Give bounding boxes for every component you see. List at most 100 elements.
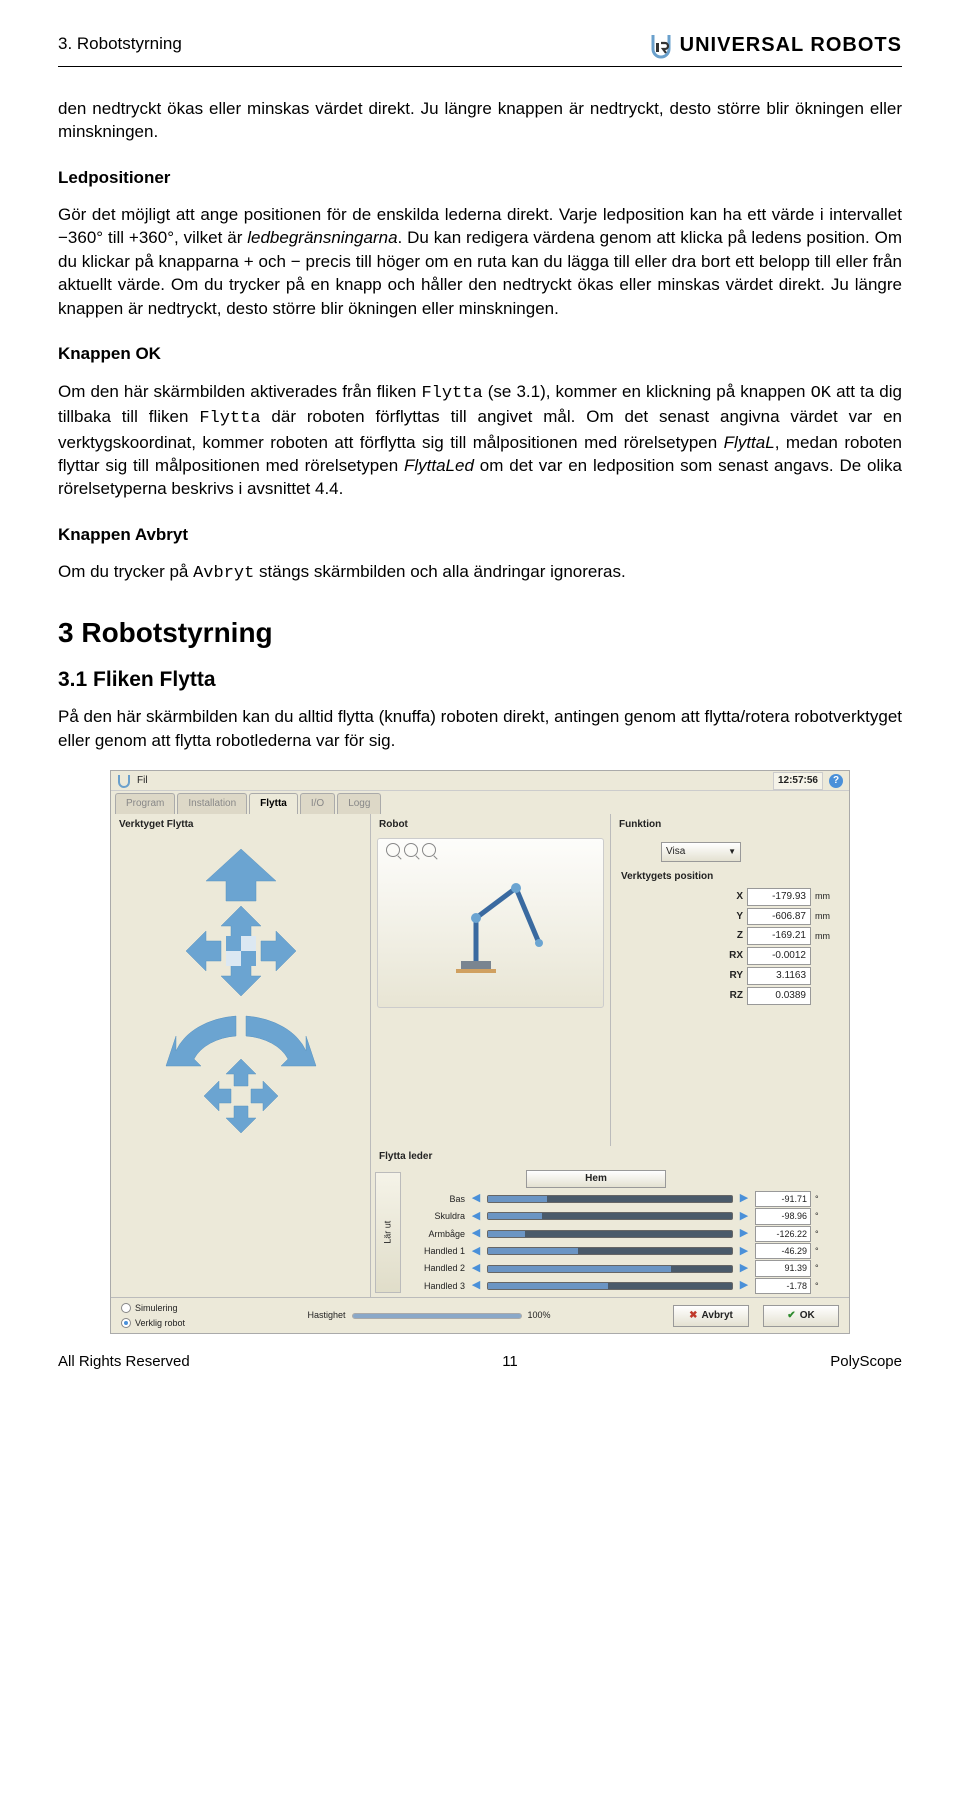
joint-value-input[interactable]: -1.78 <box>755 1278 811 1294</box>
joint-decrement-button[interactable]: ◀ <box>469 1209 483 1223</box>
robot-panel-column: Robot <box>371 814 611 1146</box>
polyscope-screenshot: Fil 12:57:56 ? Program Installation Flyt… <box>110 770 850 1334</box>
help-icon[interactable]: ? <box>829 774 843 788</box>
zoom-in-icon[interactable] <box>386 843 400 857</box>
joint-slider[interactable] <box>487 1230 733 1238</box>
joint-decrement-button[interactable]: ◀ <box>469 1192 483 1206</box>
page-footer: All Rights Reserved 11 PolyScope <box>58 1334 902 1373</box>
header-brand: UNIVERSAL ROBOTS <box>650 32 902 60</box>
arrow-tilt-right[interactable] <box>251 1081 278 1111</box>
joint-unit: ° <box>815 1280 823 1292</box>
arrow-rotate-left[interactable] <box>166 1016 236 1066</box>
joint-row: Armbåge◀▶-126.22° <box>409 1226 823 1242</box>
arrow-translate-left[interactable] <box>186 931 221 971</box>
joint-decrement-button[interactable]: ◀ <box>469 1244 483 1258</box>
robot-arm-svg <box>421 863 561 983</box>
joint-row: Skuldra◀▶-98.96° <box>409 1208 823 1224</box>
ok-button[interactable]: ✔ OK <box>763 1305 839 1327</box>
position-row: RX -0.0012 <box>621 947 839 965</box>
teach-button[interactable]: Lär ut <box>375 1172 401 1293</box>
pos-unit: mm <box>815 930 839 942</box>
pos-value-input[interactable]: -169.21 <box>747 927 811 945</box>
joint-value-input[interactable]: -46.29 <box>755 1243 811 1259</box>
footer-left: All Rights Reserved <box>58 1352 190 1373</box>
joint-value-input[interactable]: -98.96 <box>755 1208 811 1224</box>
speed-slider-group: Hastighet 100% <box>199 1309 659 1321</box>
funktion-select-value: Visa <box>666 845 685 859</box>
joint-increment-button[interactable]: ▶ <box>737 1227 751 1241</box>
arrow-translate-up[interactable] <box>221 906 261 941</box>
pos-value-input[interactable]: -606.87 <box>747 908 811 926</box>
position-row: RY3.1163 <box>621 967 839 985</box>
clock: 12:57:56 <box>773 772 823 790</box>
joint-slider[interactable] <box>487 1265 733 1273</box>
position-row: Z-169.21mm <box>621 927 839 945</box>
tab-logg[interactable]: Logg <box>337 793 381 814</box>
joint-value-input[interactable]: -91.71 <box>755 1191 811 1207</box>
pos-value-input[interactable]: 3.1163 <box>747 967 811 985</box>
joint-value-input[interactable]: -126.22 <box>755 1226 811 1242</box>
joint-decrement-button[interactable]: ◀ <box>469 1227 483 1241</box>
arrow-up[interactable] <box>206 849 276 901</box>
joint-increment-button[interactable]: ▶ <box>737 1209 751 1223</box>
joint-decrement-button[interactable]: ◀ <box>469 1262 483 1276</box>
joint-slider[interactable] <box>487 1195 733 1203</box>
joint-slider[interactable] <box>487 1282 733 1290</box>
chevron-down-icon: ▼ <box>728 846 736 857</box>
ur-mini-logo-icon <box>117 774 131 788</box>
radio-real-robot[interactable]: Verklig robot <box>121 1317 185 1329</box>
robot-3d-view[interactable] <box>377 838 604 1008</box>
arrow-tilt-down[interactable] <box>226 1106 256 1133</box>
tab-bar: Program Installation Flytta I/O Logg <box>111 791 849 814</box>
arrow-translate-right[interactable] <box>261 931 296 971</box>
pos-value-input[interactable]: -0.0012 <box>747 947 811 965</box>
pos-value-input[interactable]: -179.93 <box>747 888 811 906</box>
radio-icon <box>121 1318 131 1328</box>
checker-center <box>226 936 256 966</box>
position-row: Y-606.87mm <box>621 908 839 926</box>
funktion-select[interactable]: Visa ▼ <box>661 842 741 862</box>
zoom-out-icon[interactable] <box>404 843 418 857</box>
joint-slider[interactable] <box>487 1212 733 1220</box>
zoom-home-icon[interactable] <box>422 843 436 857</box>
move-tool-title: Verktyget Flytta <box>111 814 370 836</box>
radio-simulation[interactable]: Simulering <box>121 1302 185 1314</box>
joint-increment-button[interactable]: ▶ <box>737 1192 751 1206</box>
joint-value-input[interactable]: 91.39 <box>755 1260 811 1276</box>
arrow-tilt-left[interactable] <box>204 1081 231 1111</box>
tab-installation[interactable]: Installation <box>177 793 247 814</box>
cancel-button[interactable]: ✖ Avbryt <box>673 1305 749 1327</box>
pos-value-input[interactable]: 0.0389 <box>747 987 811 1005</box>
footer-page-number: 11 <box>190 1352 831 1373</box>
joint-increment-button[interactable]: ▶ <box>737 1262 751 1276</box>
ledpositioner-paragraph: Gör det möjligt att ange positionen för … <box>58 203 902 320</box>
tab-io[interactable]: I/O <box>300 793 335 814</box>
pos-label: RZ <box>721 989 743 1003</box>
intro-paragraph: den nedtryckt ökas eller minskas värdet … <box>58 97 902 144</box>
tab-program[interactable]: Program <box>115 793 175 814</box>
home-button[interactable]: Hem <box>526 1170 666 1188</box>
robot-panel-title: Robot <box>371 814 610 836</box>
joint-slider[interactable] <box>487 1247 733 1255</box>
joint-increment-button[interactable]: ▶ <box>737 1279 751 1293</box>
joint-increment-button[interactable]: ▶ <box>737 1244 751 1258</box>
tab-flytta[interactable]: Flytta <box>249 793 298 814</box>
arrow-tilt-up[interactable] <box>226 1059 256 1086</box>
ur-logo-icon <box>650 33 672 59</box>
knappen-avbryt-title: Knappen Avbryt <box>58 523 902 546</box>
position-row: X-179.93mm <box>621 888 839 906</box>
joint-unit: ° <box>815 1228 823 1240</box>
funktion-column: Funktion Visa ▼ Verktygets position X-17… <box>611 814 849 1146</box>
speed-slider[interactable] <box>352 1313 522 1319</box>
arrow-translate-down[interactable] <box>221 961 261 996</box>
menu-fil[interactable]: Fil <box>137 774 148 788</box>
pos-label: RX <box>721 949 743 963</box>
bottom-bar: Simulering Verklig robot Hastighet 100% … <box>111 1297 849 1333</box>
joint-label: Handled 3 <box>409 1280 465 1292</box>
joints-section: Flytta leder Lär ut Hem Bas◀▶-91.71°Skul… <box>111 1146 849 1297</box>
arrow-rotate-right[interactable] <box>246 1016 316 1066</box>
fliken-flytta-paragraph: På den här skärmbilden kan du alltid fly… <box>58 705 902 752</box>
joint-decrement-button[interactable]: ◀ <box>469 1279 483 1293</box>
joint-label: Handled 2 <box>409 1262 465 1274</box>
header-section: 3. Robotstyrning <box>58 32 182 55</box>
